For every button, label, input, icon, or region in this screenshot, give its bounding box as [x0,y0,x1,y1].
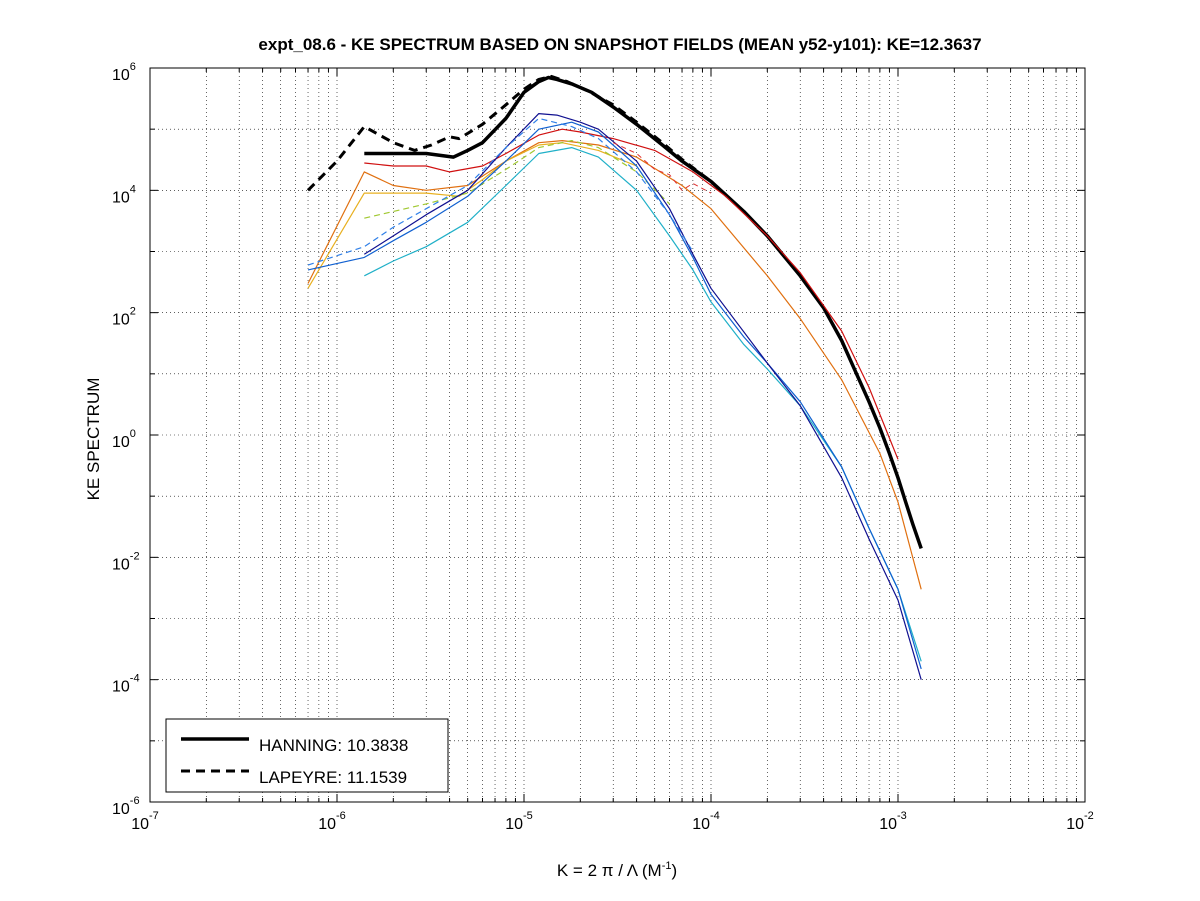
y-axis-label: KE SPECTRUM [84,378,103,501]
x-tick-labels: 10-7 10-6 10-5 10-4 10-3 10-2 [131,810,1094,833]
x-tick-label: 10-2 [1066,810,1094,833]
legend: HANNING: 10.3838 LAPEYRE: 11.1539 [165,718,449,793]
y-tick-label: 10-6 [112,795,140,818]
series-line-3 [307,140,922,590]
series-line-0 [364,75,923,549]
axis-ticks [149,67,1086,803]
series-line-2 [364,128,899,460]
series-line-6 [364,147,922,662]
x-tick-label: 10-7 [131,810,159,833]
legend-hanning-label: HANNING: 10.3838 [259,736,408,755]
series-line-10 [612,142,712,194]
x-tick-label: 10-5 [505,810,533,833]
chart-title: expt_08.6 - KE SPECTRUM BASED ON SNAPSHO… [258,35,981,54]
y-tick-label: 10-4 [112,673,140,696]
series-line-5 [364,140,670,219]
series-line-9 [307,117,694,266]
grid-lines [150,68,1085,802]
series-line-7 [307,121,922,670]
x-tick-label: 10-6 [318,810,346,833]
x-axis-label: K = 2 π / Λ (M-1) [557,860,677,880]
legend-box [165,718,449,793]
y-tick-label: 100 [112,428,136,451]
series-line-8 [363,112,922,680]
x-tick-label: 10-3 [879,810,907,833]
y-tick-label: 104 [112,183,136,206]
y-tick-label: 106 [112,61,136,84]
x-tick-label: 10-4 [692,810,720,833]
series-line-1 [306,74,745,213]
legend-lapeyre-label: LAPEYRE: 11.1539 [259,768,407,787]
series-line-4 [307,142,637,289]
y-tick-labels: 10-6 10-4 10-2 100 102 104 106 [112,61,140,818]
y-tick-label: 102 [112,306,136,329]
y-tick-label: 10-2 [112,550,140,573]
series-layer [306,74,923,680]
